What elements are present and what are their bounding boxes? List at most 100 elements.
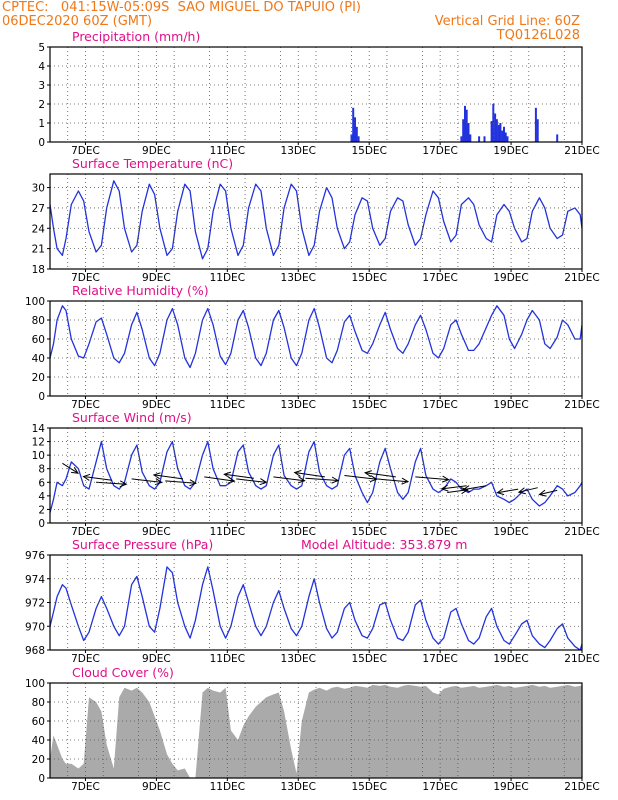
wind-arrow (165, 480, 196, 484)
wind-arrow-head (538, 489, 547, 497)
wind-arrow (305, 477, 339, 481)
wind-arrow-head (363, 470, 372, 478)
y-tick-label: 2 (38, 99, 45, 111)
x-tick-label: 11DEC (210, 399, 245, 411)
x-tick-label: 21DEC (564, 399, 599, 411)
wind-arrow (131, 478, 162, 483)
precip-bar (354, 117, 356, 142)
wind-arrow (441, 485, 467, 490)
y-tick-label: 0 (38, 137, 45, 149)
x-tick-label: 15DEC (351, 526, 386, 538)
panel-title: Precipitation (mm/h) (72, 29, 200, 44)
y-tick-label: 970 (25, 621, 45, 633)
x-tick-label: 15DEC (351, 272, 386, 284)
precip-bar (504, 132, 507, 142)
wind-arrow (83, 476, 113, 481)
panel-5: 0 20 40 60 80 100 7DEC 9DEC 11DEC 13DEC 15DEC 17DEC… (25, 665, 600, 793)
wind-arrow (344, 475, 377, 480)
wind-arrow-head (293, 469, 302, 477)
y-tick-label: 1 (38, 118, 45, 130)
x-tick-label: 17DEC (422, 145, 457, 157)
precip-bar (506, 136, 509, 142)
y-tick-label: 60 (32, 716, 45, 728)
x-tick-label: 19DEC (493, 272, 528, 284)
y-tick-label: 4 (38, 61, 45, 73)
x-tick-label: 17DEC (422, 526, 457, 538)
y-tick-label: 60 (32, 334, 45, 346)
wind-arrow-head (517, 487, 526, 495)
x-tick-label: 9DEC (142, 145, 171, 157)
panel-title: Relative Humidity (%) (72, 283, 209, 298)
y-tick-label: 80 (32, 697, 45, 709)
y-tick-label: 10 (32, 450, 45, 462)
panel-4: 968 970 972 974 976 7DEC 9DEC 11DEC 13DEC 15DEC 17… (25, 537, 600, 665)
wind-arrow (153, 474, 184, 480)
precip-bar (464, 105, 466, 142)
precip-bar (350, 134, 353, 142)
y-tick-label: 80 (32, 315, 45, 327)
wind-arrow-head (71, 467, 79, 474)
x-tick-label: 17DEC (422, 781, 457, 793)
x-tick-label: 19DEC (493, 653, 528, 665)
x-tick-label: 13DEC (281, 272, 316, 284)
panel-0: 0 1 2 3 4 5 7DEC 9DEC 11DEC 13DEC 15DEC 17DEC 19DEC 2… (38, 29, 599, 157)
header-line1: CPTEC: 041:15W-05:09S SAO MIGUEL DO TAPU… (2, 0, 361, 15)
panel-frame (49, 173, 583, 270)
y-tick-label: 100 (25, 678, 45, 690)
y-tick-label: 20 (32, 754, 45, 766)
panel-frame (49, 46, 583, 143)
wind-arrow (365, 472, 396, 478)
wind-arrow (204, 476, 235, 482)
header-line2-left: 06DEC2020 60Z (GMT) (2, 14, 153, 29)
y-tick-label: 4 (38, 491, 45, 503)
wind-arrow-head (297, 476, 306, 484)
wind-arrow-head (460, 487, 469, 495)
precip-bar (483, 136, 486, 142)
x-tick-label: 11DEC (210, 526, 245, 538)
wind-arrow (294, 472, 325, 478)
x-tick-label: 19DEC (493, 145, 528, 157)
y-tick-label: 27 (32, 203, 45, 215)
x-tick-label: 7DEC (71, 145, 100, 157)
precip-bar (497, 124, 500, 142)
x-tick-label: 21DEC (564, 781, 599, 793)
y-tick-label: 30 (32, 183, 45, 195)
x-tick-label: 7DEC (71, 653, 100, 665)
wind-arrow-head (331, 476, 340, 484)
precip-bar (501, 130, 504, 142)
x-tick-label: 13DEC (281, 653, 316, 665)
precip-bar (503, 126, 505, 142)
wind-arrow-head (82, 473, 91, 481)
wind-arrow (497, 488, 519, 494)
precip-bar (462, 119, 465, 142)
x-tick-label: 15DEC (351, 653, 386, 665)
panel-frame (49, 682, 583, 779)
y-tick-label: 6 (38, 477, 45, 489)
x-tick-label: 17DEC (422, 399, 457, 411)
x-tick-label: 21DEC (564, 272, 599, 284)
panel-frame (49, 427, 583, 524)
x-tick-label: 19DEC (493, 526, 528, 538)
x-tick-label: 21DEC (564, 653, 599, 665)
wind-arrow-head (462, 485, 471, 493)
precip-bar (355, 126, 358, 142)
y-tick-label: 976 (25, 550, 45, 562)
y-tick-label: 974 (25, 574, 45, 586)
precip-bar (556, 134, 559, 142)
panel-2: 0 20 40 60 80 100 7DEC 9DEC 11DEC 13DEC 15DEC 17DEC… (25, 283, 600, 411)
model-altitude: Model Altitude: 353.879 m (301, 537, 467, 552)
y-tick-label: 972 (25, 598, 45, 610)
wind-arrow (518, 487, 538, 493)
header-line2-right: Vertical Grid Line: 60Z (434, 14, 580, 29)
x-tick-label: 9DEC (142, 653, 171, 665)
x-tick-label: 9DEC (142, 399, 171, 411)
y-tick-label: 40 (32, 353, 45, 365)
panel-title: Surface Wind (m/s) (72, 410, 192, 425)
y-tick-label: 2 (38, 504, 45, 516)
x-tick-label: 15DEC (351, 781, 386, 793)
y-tick-label: 12 (32, 437, 45, 449)
x-tick-label: 15DEC (351, 145, 386, 157)
y-tick-label: 20 (32, 372, 45, 384)
x-tick-label: 11DEC (210, 145, 245, 157)
